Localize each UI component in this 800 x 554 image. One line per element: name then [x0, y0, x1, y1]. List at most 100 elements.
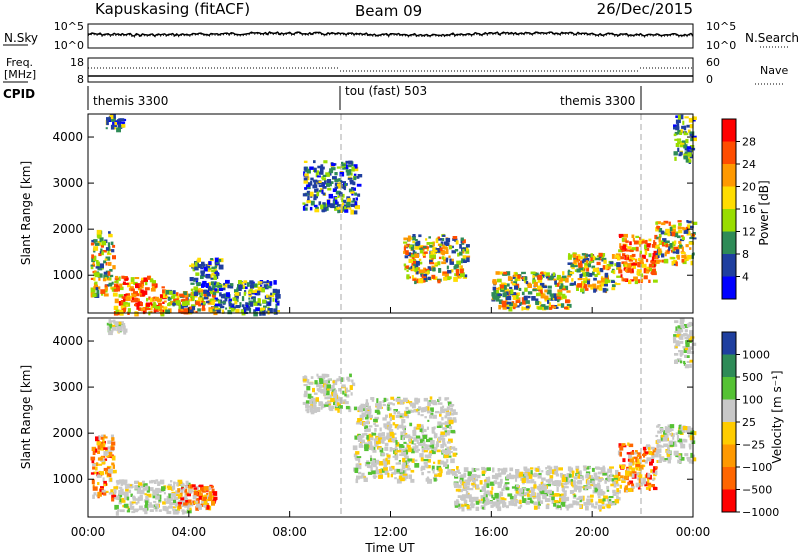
scatter-cell	[588, 261, 592, 264]
scatter-cell	[611, 501, 614, 504]
scatter-cell	[208, 496, 213, 502]
colorbar-swatch	[722, 422, 736, 445]
scatter-cell	[157, 298, 162, 303]
scatter-cell	[390, 473, 393, 478]
scatter-cell	[319, 167, 324, 173]
scatter-cell	[674, 359, 679, 364]
scatter-cell	[525, 501, 530, 505]
scatter-cell	[442, 244, 445, 250]
scatter-cell	[667, 424, 672, 427]
scatter-cell	[690, 260, 694, 266]
scatter-cell	[157, 307, 163, 312]
scatter-cell	[418, 258, 422, 261]
scatter-cell	[306, 190, 311, 194]
scatter-cell	[679, 151, 683, 156]
scatter-cell	[689, 435, 694, 441]
scatter-cell	[345, 169, 349, 173]
scatter-cell	[252, 298, 256, 303]
freq-right-tick-top: 60	[706, 56, 720, 69]
scatter-cell	[138, 482, 143, 486]
scatter-cell	[147, 504, 153, 508]
scatter-cell	[597, 484, 601, 489]
scatter-cell	[480, 495, 485, 499]
scatter-cell	[578, 488, 581, 493]
scatter-cell	[334, 408, 338, 411]
scatter-cell	[227, 284, 231, 289]
scatter-cell	[565, 481, 570, 485]
scatter-cell	[642, 263, 647, 268]
scatter-cell	[585, 271, 590, 277]
scatter-cell	[203, 293, 207, 297]
scatter-cell	[464, 479, 468, 482]
scatter-cell	[380, 468, 386, 473]
scatter-cell	[261, 287, 265, 293]
scatter-cell	[611, 502, 616, 506]
scatter-cell	[544, 492, 549, 497]
scatter-cell	[598, 489, 603, 494]
scatter-cell	[654, 453, 659, 458]
scatter-cell	[680, 334, 685, 337]
scatter-cell	[98, 277, 101, 281]
scatter-cell	[350, 203, 355, 207]
scatter-cell	[346, 201, 351, 207]
scatter-cell	[659, 240, 664, 245]
scatter-cell	[178, 499, 182, 503]
scatter-cell	[570, 478, 573, 482]
scatter-cell	[420, 414, 424, 417]
scatter-cell	[126, 277, 129, 281]
scatter-cell	[659, 228, 663, 232]
scatter-cell	[584, 265, 588, 269]
colorbar-swatch	[722, 489, 736, 513]
scatter-cell	[134, 480, 138, 485]
scatter-cell	[534, 472, 537, 478]
scatter-cell	[93, 471, 97, 475]
scatter-cell	[635, 467, 639, 471]
scatter-cell	[582, 277, 587, 281]
scatter-cell	[628, 462, 633, 466]
scatter-cell	[196, 282, 201, 286]
scatter-cell	[406, 411, 411, 414]
scatter-cell	[98, 470, 102, 475]
scatter-cell	[621, 237, 625, 242]
scatter-cell	[198, 292, 201, 295]
scatter-cell	[145, 281, 148, 286]
scatter-cell	[662, 437, 668, 442]
scatter-cell	[346, 376, 350, 381]
scatter-cell	[404, 455, 409, 460]
scatter-cell	[104, 284, 108, 288]
scatter-cell	[201, 284, 205, 288]
scatter-cell	[169, 290, 173, 295]
scatter-cell	[189, 277, 194, 282]
scatter-cell	[456, 466, 459, 470]
scatter-cell	[561, 498, 567, 501]
scatter-cell	[400, 477, 405, 482]
scatter-cell	[353, 406, 357, 411]
scatter-cell	[675, 261, 678, 267]
scatter-cell	[368, 425, 373, 428]
scatter-cell	[602, 265, 606, 270]
scatter-cell	[106, 466, 110, 470]
scatter-cell	[588, 272, 593, 277]
scatter-cell	[118, 309, 124, 313]
scatter-cell	[144, 509, 148, 515]
scatter-cell	[107, 271, 111, 276]
scatter-cell	[213, 270, 218, 273]
scatter-cell	[679, 321, 685, 325]
scatter-cell	[502, 502, 507, 507]
scatter-cell	[499, 284, 505, 289]
scatter-cell	[334, 182, 338, 186]
scatter-cell	[401, 413, 407, 418]
scatter-cell	[92, 486, 98, 491]
scatter-cell	[492, 501, 496, 505]
scatter-cell	[324, 396, 329, 400]
scatter-cell	[606, 489, 610, 492]
scatter-cell	[357, 174, 363, 178]
scatter-cell	[404, 464, 409, 468]
scatter-cell	[504, 485, 507, 489]
x-axis-ticks: 00:00 04:00 08:00 12:00 16:00 20:00 00:00	[71, 307, 710, 539]
scatter-cell	[673, 246, 678, 251]
scatter-cell	[367, 437, 371, 442]
scatter-cell	[200, 270, 205, 274]
scatter-cell	[263, 284, 269, 288]
scatter-cell	[429, 245, 434, 248]
